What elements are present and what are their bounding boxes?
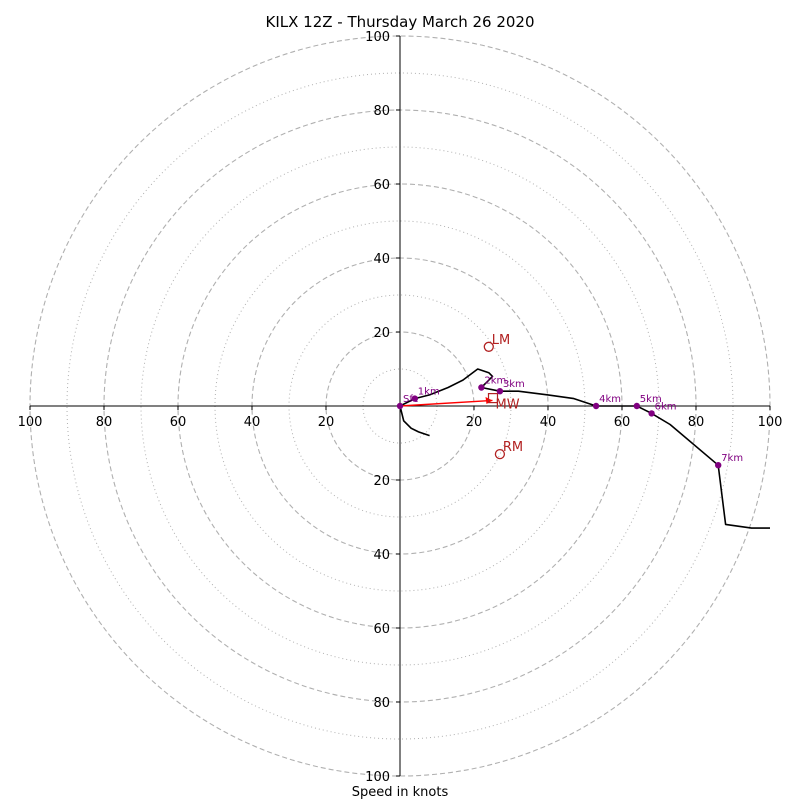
height-marker — [648, 410, 655, 417]
x-tick-label: 100 — [758, 415, 783, 430]
height-marker-label: Sfc — [403, 394, 418, 405]
height-marker — [396, 402, 404, 410]
height-marker-label: 7km — [721, 453, 743, 464]
chart-title: KILX 12Z - Thursday March 26 2020 — [265, 13, 534, 31]
x-tick-label: 40 — [244, 415, 261, 430]
y-tick-label: 100 — [365, 770, 390, 785]
x-tick-label: 40 — [540, 415, 557, 430]
y-tick-label: 40 — [373, 548, 390, 563]
y-tick-label: 20 — [373, 326, 390, 341]
y-tick-label: 80 — [373, 696, 390, 711]
x-tick-label: 20 — [466, 415, 483, 430]
y-tick-label: 80 — [373, 104, 390, 119]
height-marker-label: 1km — [418, 387, 440, 398]
height-marker — [633, 402, 640, 410]
x-tick-label: 60 — [614, 415, 631, 430]
y-tick-label: 60 — [373, 178, 390, 193]
tick-labels: 100 80 60 40 20 20 40 60 80 100 100 80 60 40 20 20 40 60 8… — [18, 30, 783, 785]
height-marker-label: 2km — [484, 376, 506, 387]
x-tick-label: 80 — [688, 415, 705, 430]
height-marker-label: 5km — [640, 394, 662, 405]
y-tick-label: 60 — [373, 622, 390, 637]
y-tick-label: 100 — [365, 30, 390, 45]
height-marker-label: 6km — [655, 401, 677, 412]
storm-motion-markers: LM RM — [483, 333, 523, 460]
height-marker — [592, 402, 600, 410]
storm-motion-label: LM — [492, 333, 510, 348]
height-marker — [478, 384, 485, 391]
height-marker-label: 4km — [599, 394, 621, 405]
hodograph-low-level-trace — [399, 405, 430, 437]
x-axis-label: Speed in knots — [352, 785, 449, 800]
storm-motion-marker — [494, 448, 506, 460]
height-marker — [411, 395, 418, 402]
hodograph-series: MW — [399, 368, 770, 529]
storm-motion-label: RM — [503, 440, 523, 455]
x-tick-label: 20 — [318, 415, 335, 430]
x-tick-label: 60 — [170, 415, 187, 430]
height-marker — [496, 388, 504, 395]
mean-wind-label: MW — [496, 398, 520, 413]
shear-vector-line — [399, 399, 493, 407]
hodograph-trace — [399, 368, 770, 529]
height-marker-label: 3km — [503, 379, 525, 390]
x-tick-label: 80 — [96, 415, 113, 430]
height-marker — [715, 462, 722, 469]
mean-wind-marker — [487, 393, 499, 404]
storm-motion-marker — [483, 341, 494, 352]
y-tick-label: 20 — [373, 474, 390, 489]
x-tick-label: 100 — [18, 415, 43, 430]
y-tick-label: 40 — [373, 252, 390, 267]
